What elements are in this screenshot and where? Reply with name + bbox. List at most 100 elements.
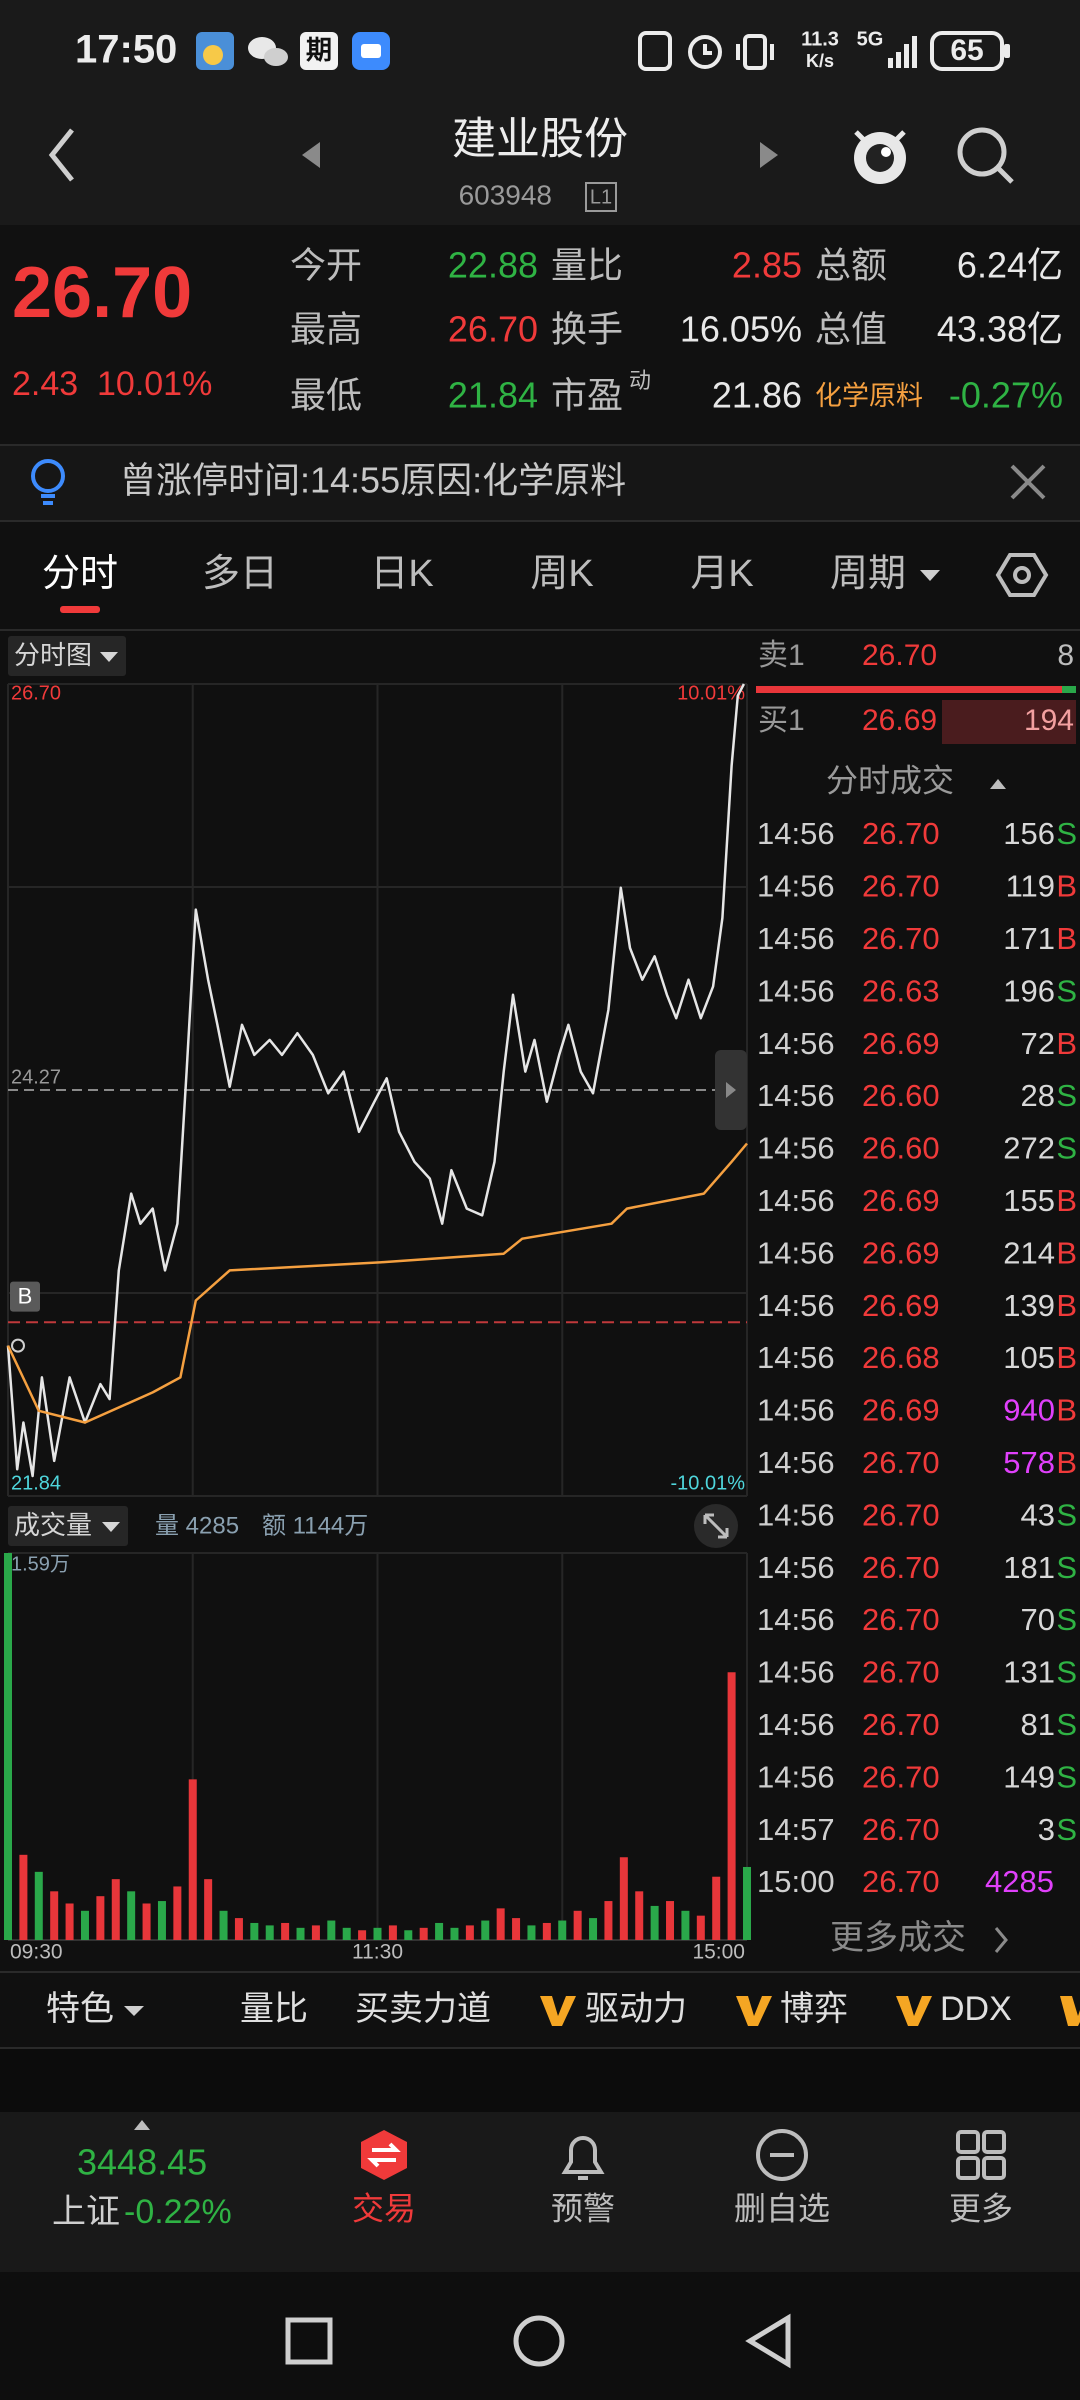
index-value: 3448.45 (77, 2142, 207, 2183)
trade-side: S (1056, 1759, 1077, 1794)
notice-close[interactable] (1010, 464, 1046, 500)
volume-bar (727, 1672, 736, 1940)
field-value: -0.27% (949, 375, 1063, 416)
mascot-button[interactable] (854, 130, 906, 184)
toolbar-item[interactable]: 买卖力道 (355, 1990, 491, 2028)
battery-tip (1004, 44, 1010, 58)
network-type: 5G (857, 28, 884, 50)
trade-volume: 156 (1003, 816, 1055, 851)
nav-item[interactable]: 更多 (949, 2190, 1013, 2226)
price-change-pct: 10.01% (97, 365, 212, 403)
trade-side: B (1056, 1026, 1077, 1061)
volume-bar (589, 1918, 598, 1940)
net-speed: 11.3 (801, 28, 839, 50)
y-tick-label: 21.84 (11, 1472, 61, 1494)
order-book: 卖1 26.70 8 买1 26.69 194 (756, 639, 1076, 744)
trade-side: S (1056, 1812, 1077, 1847)
tab[interactable]: 周期 (830, 553, 906, 595)
volume-bar (512, 1918, 521, 1940)
trade-volume: 139 (1003, 1288, 1055, 1323)
field-value: 2.85 (732, 245, 802, 286)
volume-bar (650, 1905, 659, 1940)
clock: 17:50 (75, 28, 177, 72)
recents-button[interactable] (285, 2317, 333, 2365)
trade-icon (361, 2130, 407, 2180)
volume-bar (34, 1871, 43, 1940)
volume-type-button[interactable] (8, 1506, 128, 1546)
index-toggle[interactable] (134, 2120, 150, 2130)
trade-side: B (1056, 1445, 1077, 1480)
trade-price: 26.70 (862, 1445, 940, 1480)
trade-time: 14:56 (757, 1550, 835, 1585)
toolbar-item[interactable]: 博弈 (780, 1990, 848, 2028)
volume-bar (311, 1925, 320, 1940)
book-side: 买1 (758, 704, 805, 737)
trades-collapse[interactable] (990, 779, 1006, 789)
back-nav-button[interactable] (745, 2313, 791, 2369)
field-label: 最低 (290, 375, 362, 416)
tab[interactable]: 月K (690, 553, 753, 595)
book-volume: 194 (1024, 704, 1074, 737)
trade-side: B (1056, 921, 1077, 956)
quote-bg (0, 225, 1080, 445)
system-nav-bg (0, 2272, 1080, 2400)
calendar-icon: 期 (306, 35, 332, 65)
trade-time: 14:56 (757, 1288, 835, 1323)
trade-side: B (1056, 1288, 1077, 1323)
nav-bg (0, 2112, 1080, 2272)
trade-volume: 70 (1021, 1602, 1055, 1637)
volume-bar (712, 1876, 721, 1940)
prev-stock[interactable] (302, 142, 320, 168)
bottom-nav: 交易 预警 删自选 更多 (352, 2190, 1013, 2226)
volume-bar (435, 1922, 444, 1940)
volume-bar (573, 1910, 582, 1940)
trade-time: 14:56 (757, 869, 835, 904)
field-label: 量比 (551, 245, 623, 286)
trade-time: 15:00 (757, 1864, 835, 1899)
trade-volume: 940 (1003, 1393, 1055, 1428)
nav-item[interactable]: 交易 (352, 2190, 416, 2226)
signal-icon (888, 36, 917, 68)
field-value: 6.24亿 (957, 245, 1063, 286)
volume-bar (80, 1910, 89, 1940)
average-line (6, 1142, 748, 1424)
expand-button[interactable] (694, 1504, 738, 1548)
trade-volume: 43 (1021, 1497, 1055, 1532)
field-value: 43.38亿 (937, 309, 1063, 350)
period-dropdown[interactable] (920, 570, 940, 581)
trade-time: 14:56 (757, 816, 835, 851)
trade-side: B (1056, 1235, 1077, 1270)
tab[interactable]: 分时 (42, 553, 118, 595)
trade-side: S (1056, 1550, 1077, 1585)
toolbar-item[interactable]: 量比 (240, 1990, 308, 2028)
trade-price: 26.69 (862, 1393, 940, 1428)
next-stock[interactable] (760, 142, 778, 168)
nav-item[interactable]: 预警 (551, 2190, 615, 2226)
more-trades[interactable]: 更多成交 (830, 1919, 966, 1957)
trade-volume: 578 (1003, 1445, 1055, 1480)
chart-settings[interactable] (995, 553, 1049, 597)
volume-bar (635, 1891, 644, 1940)
buy-pressure-bar (1062, 686, 1076, 693)
volume-bar (696, 1915, 705, 1940)
nav-icons (561, 2129, 1006, 2181)
tab[interactable]: 多日 (202, 553, 278, 595)
tab[interactable]: 周K (530, 553, 593, 595)
home-button[interactable] (513, 2315, 565, 2367)
more-trades-chevron (994, 1927, 1008, 1953)
toolbar-item[interactable]: 特色 (46, 1990, 114, 2028)
chart-type-button[interactable] (8, 636, 126, 676)
back-button[interactable] (48, 128, 74, 182)
trade-price: 26.70 (862, 1864, 940, 1899)
tab[interactable]: 日K (370, 553, 433, 595)
nav-item[interactable]: 删自选 (734, 2190, 830, 2226)
v-badges (540, 1996, 1080, 2026)
trade-price: 26.69 (862, 1288, 940, 1323)
trade-price: 26.70 (862, 1602, 940, 1637)
toolbar-item[interactable]: DDX (940, 1990, 1012, 2028)
buy-point (11, 1338, 25, 1353)
buy-marker: B (18, 1283, 33, 1308)
volume-bar (619, 1857, 628, 1940)
search-button[interactable] (957, 127, 1014, 184)
toolbar-item[interactable]: 驱动力 (585, 1990, 687, 2028)
